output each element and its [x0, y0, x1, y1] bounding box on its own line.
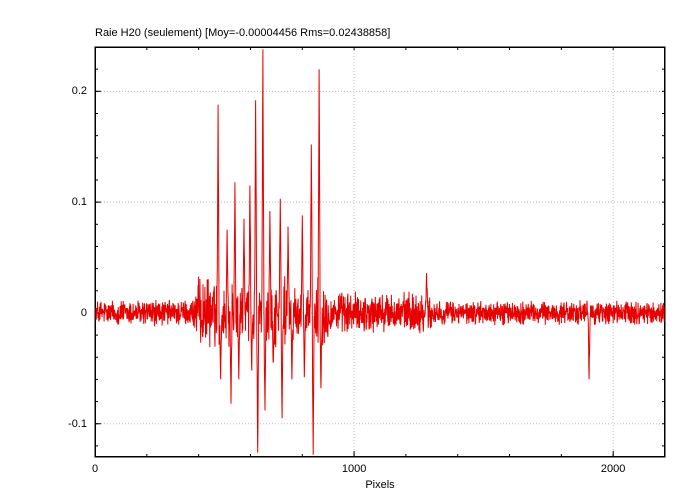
signal-line	[95, 49, 665, 455]
y-tick-label: 0.2	[57, 85, 87, 97]
x-tick-label: 1000	[342, 463, 366, 475]
y-tick-label: 0	[57, 307, 87, 319]
x-axis-label: Pixels	[365, 479, 394, 491]
chart-container: Raie H20 (seulement) [Moy=-0.00004456 Rm…	[0, 0, 700, 500]
y-tick-label: 0.1	[57, 196, 87, 208]
chart-svg	[0, 0, 700, 500]
y-tick-label: -0.1	[57, 418, 87, 430]
x-tick-label: 2000	[601, 463, 625, 475]
x-tick-label: 0	[92, 463, 98, 475]
